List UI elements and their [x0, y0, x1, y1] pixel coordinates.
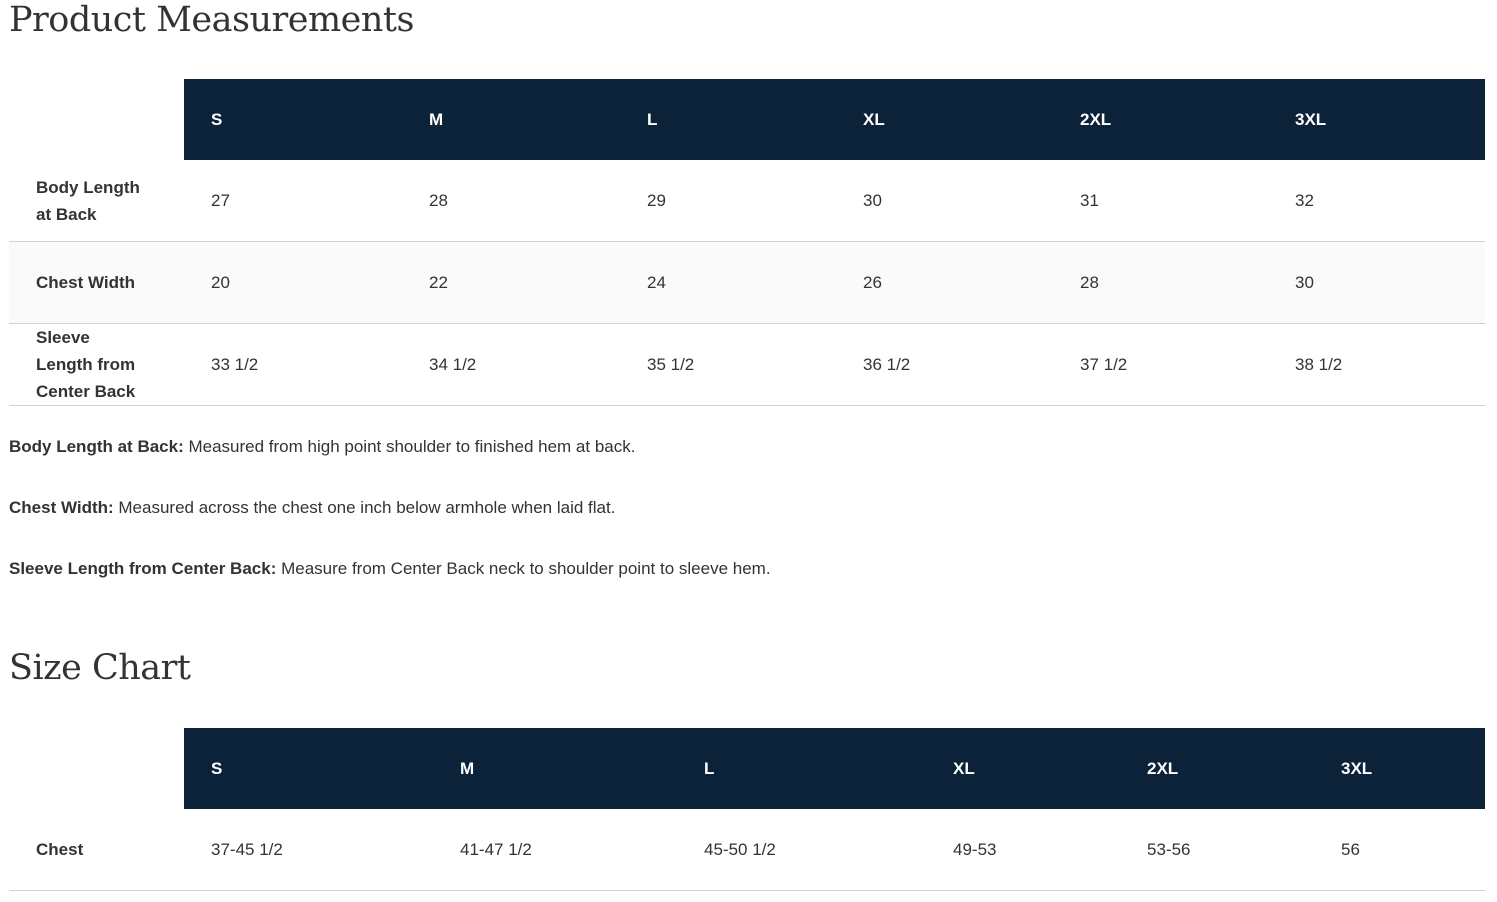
- table-row: Chest 37-45 1/2 41-47 1/2 45-50 1/2 49-5…: [9, 809, 1485, 891]
- cell: 30: [1268, 241, 1485, 324]
- cell: 34 1/2: [402, 323, 620, 406]
- measurements-table: S M L XL 2XL 3XL Body Length at Back 27 …: [9, 79, 1485, 406]
- size-header: S: [184, 79, 402, 160]
- header-blank: [9, 79, 184, 160]
- header-row: S M L XL 2XL 3XL: [9, 79, 1485, 160]
- cell: 33 1/2: [184, 323, 402, 406]
- cell: 20: [184, 241, 402, 324]
- size-header: 3XL: [1268, 79, 1485, 160]
- cell: 38 1/2: [1268, 323, 1485, 406]
- cell: 32: [1268, 160, 1485, 242]
- size-header: L: [677, 728, 926, 809]
- header-row: S M L XL 2XL 3XL: [9, 728, 1485, 809]
- table-row: Sleeve Length from Center Back 33 1/2 34…: [9, 323, 1485, 406]
- table-row: Body Length at Back 27 28 29 30 31 32: [9, 160, 1485, 242]
- size-header: L: [620, 79, 836, 160]
- cell: 37-45 1/2: [184, 809, 433, 891]
- header-blank: [9, 728, 184, 809]
- size-header: S: [184, 728, 433, 809]
- cell: 30: [836, 160, 1053, 242]
- size-header: 2XL: [1053, 79, 1268, 160]
- size-header: M: [433, 728, 677, 809]
- measurements-title: Product Measurements: [9, 0, 414, 40]
- cell: 37 1/2: [1053, 323, 1268, 406]
- row-label: Chest: [9, 809, 184, 891]
- size-header: 2XL: [1120, 728, 1314, 809]
- cell: 28: [402, 160, 620, 242]
- table-row: Chest Width 20 22 24 26 28 30: [9, 241, 1485, 324]
- size-chart-table: S M L XL 2XL 3XL Chest 37-45 1/2 41-47 1…: [9, 728, 1485, 891]
- note-body-length: Body Length at Back: Measured from high …: [9, 437, 636, 456]
- row-label: Sleeve Length from Center Back: [9, 323, 184, 406]
- cell: 31: [1053, 160, 1268, 242]
- row-label: Chest Width: [9, 241, 184, 324]
- cell: 49-53: [926, 809, 1120, 891]
- note-sleeve-length: Sleeve Length from Center Back: Measure …: [9, 559, 771, 578]
- cell: 22: [402, 241, 620, 324]
- cell: 29: [620, 160, 836, 242]
- cell: 56: [1314, 809, 1485, 891]
- size-header: M: [402, 79, 620, 160]
- cell: 36 1/2: [836, 323, 1053, 406]
- cell: 53-56: [1120, 809, 1314, 891]
- size-header: XL: [836, 79, 1053, 160]
- cell: 24: [620, 241, 836, 324]
- size-header: XL: [926, 728, 1120, 809]
- row-label: Body Length at Back: [9, 160, 184, 242]
- size-chart-title: Size Chart: [9, 648, 191, 688]
- cell: 27: [184, 160, 402, 242]
- cell: 26: [836, 241, 1053, 324]
- cell: 45-50 1/2: [677, 809, 926, 891]
- size-header: 3XL: [1314, 728, 1485, 809]
- cell: 28: [1053, 241, 1268, 324]
- note-chest-width: Chest Width: Measured across the chest o…: [9, 498, 616, 517]
- cell: 35 1/2: [620, 323, 836, 406]
- cell: 41-47 1/2: [433, 809, 677, 891]
